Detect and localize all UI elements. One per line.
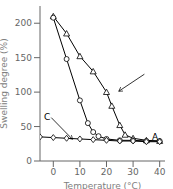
svg-text:Swelling degree (%): Swelling degree (%): [8, 38, 9, 128]
svg-text:20: 20: [101, 167, 113, 177]
svg-text:50: 50: [21, 122, 33, 132]
svg-text:A: A: [152, 132, 159, 142]
svg-text:C: C: [44, 112, 50, 122]
svg-text:200: 200: [15, 18, 32, 28]
svg-text:0: 0: [26, 156, 32, 166]
svg-text:0: 0: [50, 167, 56, 177]
svg-text:150: 150: [15, 53, 32, 63]
svg-text:Temperature (°C): Temperature (°C): [63, 181, 142, 189]
svg-text:30: 30: [127, 167, 139, 177]
svg-text:10: 10: [74, 167, 86, 177]
svg-text:40: 40: [154, 167, 165, 177]
svg-text:100: 100: [15, 87, 32, 97]
